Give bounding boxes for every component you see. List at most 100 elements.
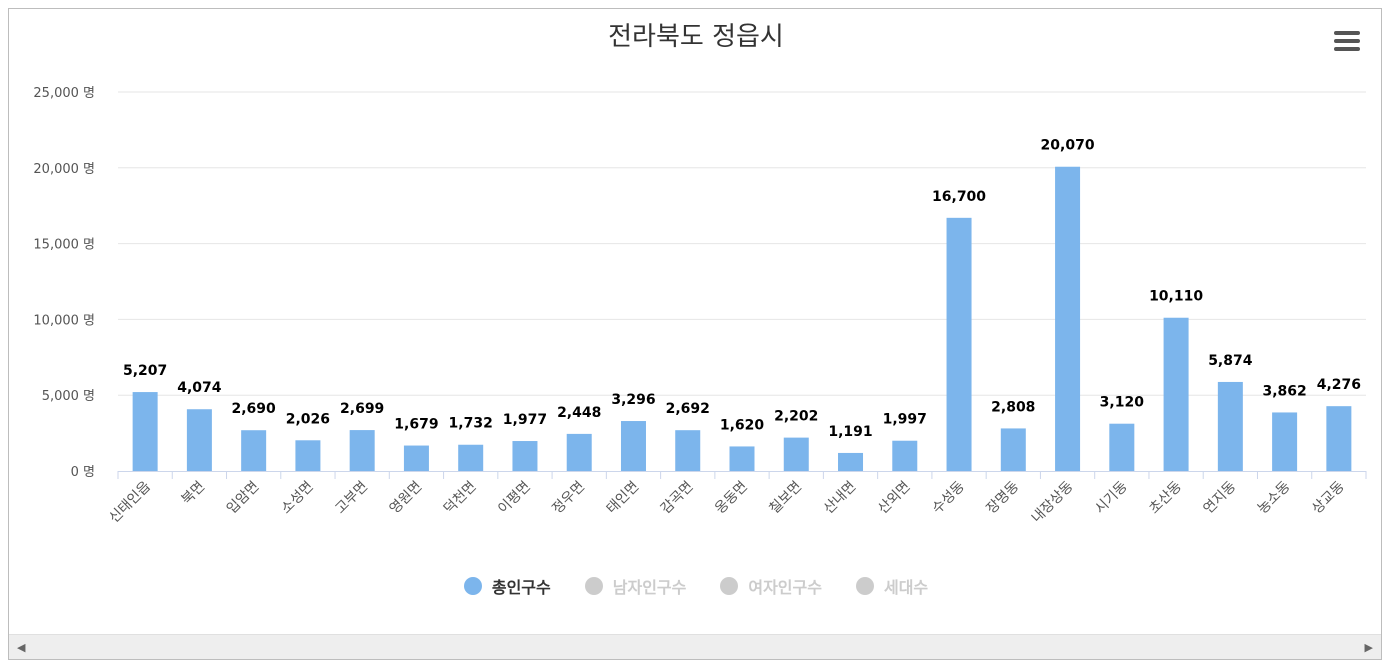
bar[interactable]	[729, 446, 755, 471]
x-axis: 신태인읍 북면 입암면 소성면 고부면 영원면 덕천면 이평면 정우면 태인면 감곡면 옹동면 칠보면 산…	[106, 471, 1367, 526]
x-tick-label: 옹동면	[712, 479, 751, 518]
menu-line	[1334, 47, 1360, 51]
bar[interactable]	[1055, 166, 1081, 471]
bar[interactable]	[1000, 428, 1026, 471]
x-tick-label: 정우면	[549, 479, 588, 518]
x-tick-label: 감곡면	[658, 479, 697, 518]
bar[interactable]	[512, 441, 538, 471]
data-label: 3,120	[1100, 395, 1145, 411]
bar[interactable]	[1109, 423, 1135, 471]
data-label: 4,074	[177, 380, 222, 396]
y-tick-label: 20,000 명	[33, 162, 95, 177]
bar[interactable]	[1217, 381, 1243, 471]
legend-label: 총인구수	[491, 578, 551, 597]
data-labels: 5,207 4,074 2,690 2,026 2,699 1,679 1,732 1,977…	[123, 138, 1361, 440]
bar[interactable]	[783, 437, 809, 471]
data-label: 1,977	[503, 412, 547, 428]
y-tick-label: 10,000 명	[33, 313, 95, 328]
x-tick-label: 산외면	[875, 479, 914, 518]
chart-title: 전라북도 정읍시	[608, 22, 784, 52]
horizontal-scrollbar[interactable]: ◀ ▶	[9, 634, 1381, 659]
x-tick-label: 영원면	[387, 479, 426, 518]
data-label: 3,862	[1262, 383, 1306, 399]
menu-line	[1334, 39, 1360, 43]
data-label: 10,110	[1149, 289, 1203, 305]
bar[interactable]	[132, 392, 158, 471]
bar[interactable]	[566, 433, 592, 471]
gridlines	[118, 91, 1366, 396]
legend-label: 세대수	[883, 578, 929, 597]
x-tick-label: 초산동	[1146, 478, 1185, 517]
x-tick-label: 수성동	[929, 478, 968, 517]
bar[interactable]	[349, 430, 375, 471]
data-label: 5,207	[123, 363, 167, 379]
bar[interactable]	[675, 430, 701, 471]
bar[interactable]	[186, 409, 212, 471]
bar[interactable]	[838, 452, 864, 471]
data-label: 2,690	[232, 401, 277, 417]
legend-item[interactable]: 세대수	[855, 574, 929, 598]
x-tick-label: 농소동	[1255, 478, 1294, 517]
data-label: 2,699	[340, 401, 384, 417]
x-tick-label: 소성면	[278, 479, 317, 518]
bar[interactable]	[295, 440, 321, 471]
data-label: 20,070	[1041, 138, 1095, 154]
bar[interactable]	[403, 445, 429, 471]
legend-dot-icon	[463, 577, 482, 595]
bar[interactable]	[458, 444, 484, 471]
data-label: 2,692	[666, 401, 710, 417]
legend-label: 남자인구수	[612, 578, 687, 597]
x-tick-label: 내장상동	[1029, 478, 1077, 526]
menu-line	[1334, 31, 1360, 35]
legend-item[interactable]: 총인구수	[463, 574, 551, 598]
y-axis: 0 명 5,000 명 10,000 명 15,000 명 20,000 명 25,000…	[33, 86, 95, 480]
bar[interactable]	[892, 440, 918, 471]
y-tick-label: 0 명	[71, 465, 95, 480]
bars	[132, 166, 1352, 471]
chart-container	[8, 8, 1382, 660]
legend-dot-icon	[855, 577, 874, 595]
x-tick-label: 시기동	[1092, 478, 1131, 517]
data-label: 5,874	[1208, 353, 1253, 369]
data-label: 1,191	[828, 424, 872, 440]
bar[interactable]	[241, 430, 267, 471]
data-label: 1,997	[883, 412, 927, 428]
data-label: 1,620	[720, 417, 765, 433]
bar[interactable]	[1326, 406, 1352, 471]
legend: 총인구수 남자인구수 여자인구수 세대수	[0, 574, 1392, 598]
data-label: 16,700	[932, 189, 986, 205]
legend-label: 여자인구수	[748, 578, 822, 597]
bar[interactable]	[620, 421, 646, 471]
x-tick-label: 상교동	[1309, 478, 1348, 517]
bar[interactable]	[946, 217, 972, 471]
legend-dot-icon	[720, 577, 739, 595]
arrow-left-icon[interactable]: ◀	[17, 641, 26, 654]
hamburger-menu-icon[interactable]	[1334, 31, 1362, 53]
data-label: 2,202	[774, 409, 818, 425]
data-label: 2,448	[557, 405, 601, 421]
legend-dot-icon	[584, 577, 603, 595]
data-label: 2,026	[286, 411, 330, 427]
x-tick-label: 칠보면	[766, 479, 805, 518]
data-label: 1,679	[394, 417, 438, 433]
data-label: 2,808	[991, 399, 1035, 415]
x-tick-label: 산내면	[821, 479, 860, 518]
data-label: 4,276	[1317, 377, 1361, 393]
data-label: 3,296	[611, 392, 655, 408]
x-tick-label: 태인면	[604, 479, 643, 518]
bar[interactable]	[1163, 317, 1189, 471]
y-tick-label: 15,000 명	[33, 238, 95, 253]
arrow-right-icon[interactable]: ▶	[1364, 641, 1373, 654]
x-tick-label: 신태인읍	[106, 478, 154, 526]
x-tick-label: 북면	[179, 479, 209, 509]
y-tick-label: 25,000 명	[33, 86, 95, 101]
x-tick-label: 덕천면	[441, 479, 480, 518]
x-tick-label: 장명동	[983, 478, 1022, 517]
legend-item[interactable]: 여자인구수	[720, 574, 822, 598]
data-label: 1,732	[449, 416, 493, 432]
x-tick-label: 연지동	[1201, 478, 1240, 517]
legend-item[interactable]: 남자인구수	[584, 574, 687, 598]
bar[interactable]	[1272, 412, 1298, 471]
x-tick-label: 이평면	[495, 479, 534, 518]
